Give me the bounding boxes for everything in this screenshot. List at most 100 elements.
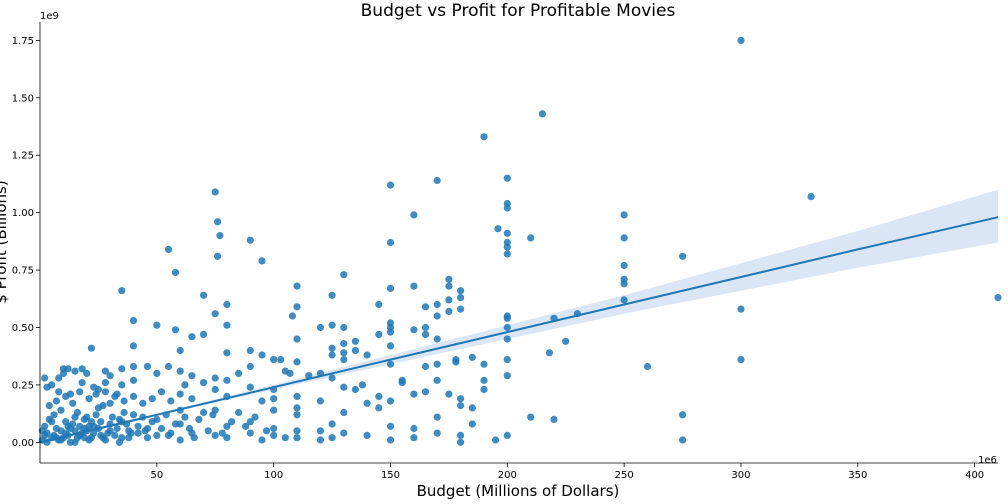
data-point: [246, 236, 254, 244]
data-point: [293, 404, 301, 412]
data-point: [101, 367, 109, 375]
data-point: [176, 346, 184, 355]
data-point: [153, 369, 161, 377]
data-point: [492, 436, 500, 444]
data-point: [148, 395, 156, 403]
data-point: [246, 362, 254, 371]
data-point: [351, 337, 359, 345]
data-point: [386, 436, 395, 444]
data-point: [328, 420, 336, 428]
data-point: [76, 388, 84, 396]
data-point: [176, 367, 184, 375]
data-point: [351, 346, 359, 355]
data-point: [503, 372, 511, 380]
data-point: [83, 413, 91, 421]
data-point: [218, 429, 226, 437]
data-point: [386, 422, 395, 430]
data-point: [129, 342, 138, 350]
data-point: [176, 390, 184, 398]
data-point: [468, 404, 476, 412]
data-point: [386, 284, 395, 292]
data-point: [316, 427, 324, 435]
data-point: [286, 369, 294, 377]
data-point: [457, 402, 465, 410]
data-point: [171, 326, 180, 334]
data-point: [246, 346, 254, 355]
data-point: [293, 282, 301, 290]
data-point: [223, 434, 231, 442]
data-point: [176, 436, 184, 444]
y-axis-label: $ Profit (Billions): [0, 180, 10, 303]
data-point: [468, 420, 476, 428]
data-point: [90, 429, 98, 437]
data-point: [73, 408, 81, 417]
x-tick-label: 350: [848, 470, 867, 481]
data-point: [316, 436, 324, 444]
data-point: [64, 365, 72, 373]
data-point: [106, 427, 114, 435]
data-point: [251, 413, 259, 421]
x-tick-label: 50: [150, 470, 163, 481]
data-point: [445, 275, 453, 283]
data-point: [807, 193, 815, 201]
confidence-band-layer: [40, 189, 998, 445]
data-point: [188, 372, 196, 380]
data-point: [340, 356, 348, 364]
data-point: [129, 392, 138, 400]
data-point: [214, 218, 222, 226]
data-point: [270, 431, 278, 439]
data-point: [43, 383, 51, 391]
data-point: [71, 367, 79, 375]
data-point: [171, 420, 180, 428]
data-point: [410, 390, 418, 398]
data-point: [167, 397, 175, 405]
data-point: [129, 376, 138, 384]
data-point: [410, 424, 418, 433]
data-point: [293, 335, 301, 343]
data-point: [223, 422, 231, 430]
data-point: [270, 395, 278, 403]
data-point: [433, 335, 441, 343]
data-point: [263, 427, 271, 435]
data-point: [200, 408, 208, 417]
data-point: [120, 397, 128, 405]
data-point: [69, 399, 77, 407]
data-point: [143, 424, 152, 433]
data-point: [129, 411, 138, 419]
data-point: [164, 245, 173, 253]
data-point: [78, 365, 86, 373]
data-point: [620, 234, 628, 242]
data-point: [288, 312, 296, 320]
data-point: [164, 362, 173, 371]
data-point: [480, 385, 488, 394]
data-point: [398, 379, 406, 387]
data-point: [242, 422, 250, 430]
data-point: [118, 287, 126, 295]
data-point: [92, 411, 100, 419]
data-point: [480, 376, 488, 384]
data-points-layer: [38, 36, 1002, 446]
data-point: [452, 358, 460, 366]
data-point: [120, 408, 128, 417]
data-point: [433, 376, 441, 384]
data-point: [99, 402, 107, 410]
data-point: [211, 374, 219, 382]
data-point: [228, 418, 236, 426]
data-point: [293, 303, 301, 311]
data-point: [433, 176, 441, 185]
data-point: [375, 330, 383, 338]
data-point: [421, 388, 430, 396]
data-point: [293, 434, 301, 442]
data-point: [410, 211, 418, 219]
data-point: [129, 317, 138, 325]
data-point: [503, 314, 511, 322]
data-point: [457, 395, 465, 403]
data-point: [386, 342, 395, 350]
data-point: [92, 390, 100, 398]
data-point: [55, 388, 63, 396]
data-point: [293, 358, 301, 366]
data-point: [503, 204, 511, 212]
data-point: [246, 383, 254, 391]
data-point: [363, 351, 371, 359]
data-point: [375, 392, 383, 400]
